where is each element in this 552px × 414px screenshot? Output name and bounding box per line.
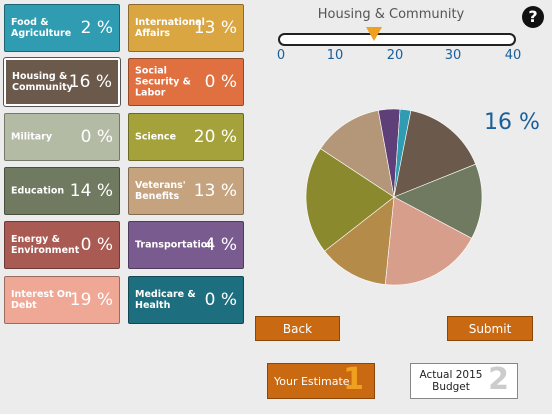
category-tile-social-security-labor[interactable]: Social Security & Labor 0 % (128, 58, 244, 106)
estimate-label: Your Estimate (274, 375, 350, 388)
slider-tick-label: 0 (276, 48, 286, 63)
pie-slice-education (393, 163, 483, 239)
category-label: Food & Agriculture (11, 17, 72, 39)
category-tile-food-agriculture[interactable]: Food & Agriculture 2 % (4, 4, 120, 52)
actual-budget-button[interactable]: Actual 2015 Budget 2 (410, 362, 518, 399)
category-label: Social Security & Labor (135, 65, 191, 99)
category-label: Veterans' Benefits (135, 180, 186, 202)
slider-tick-label: 30 (444, 48, 462, 63)
pie-slice-international-affairs (324, 196, 395, 285)
estimate-number: 1 (343, 362, 364, 397)
category-tile-medicare-health[interactable]: Medicare & Health 0 % (128, 276, 244, 324)
slider-title: Housing & Community (317, 7, 465, 22)
pie-slice-veterans-benefits (320, 110, 395, 198)
category-tile-military[interactable]: Military 0 % (4, 113, 120, 161)
category-percent: 20 % (193, 127, 237, 147)
category-percent: 13 % (193, 18, 237, 38)
actual-label: Actual 2015 Budget (419, 369, 483, 393)
actual-number: 2 (488, 362, 509, 397)
pie-slice-science (305, 148, 395, 252)
category-tile-veterans-benefits[interactable]: Veterans' Benefits 13 % (128, 167, 244, 215)
category-tile-education[interactable]: Education 14 % (4, 167, 120, 215)
category-percent: 14 % (69, 181, 113, 201)
your-estimate-button[interactable]: Your Estimate 1 (267, 362, 375, 399)
category-percent: 4 % (204, 235, 237, 255)
selected-percent: 16 % (484, 110, 540, 135)
submit-button[interactable]: Submit (447, 316, 533, 341)
category-label: Medicare & Health (135, 289, 196, 311)
category-percent: 0 % (204, 72, 237, 92)
category-percent: 13 % (193, 181, 237, 201)
category-percent: 0 % (80, 127, 113, 147)
category-tile-international-affairs[interactable]: International Affairs 13 % (128, 4, 244, 52)
help-icon[interactable]: ? (522, 6, 544, 28)
category-label: Education (11, 185, 65, 197)
category-tile-science[interactable]: Science 20 % (128, 113, 244, 161)
category-percent: 16 % (68, 72, 112, 92)
category-label: Transportation (135, 239, 215, 251)
slider-tick-label: 20 (386, 48, 404, 63)
category-label: Military (11, 131, 53, 143)
slider-tick-label: 10 (326, 48, 344, 63)
back-button[interactable]: Back (255, 316, 340, 341)
category-percent: 0 % (80, 235, 113, 255)
pie-slice-housing-community (393, 110, 477, 198)
category-percent: 19 % (69, 290, 113, 310)
category-label: Science (135, 131, 177, 143)
category-percent: 0 % (204, 290, 237, 310)
slider-tick-label: 40 (504, 48, 522, 63)
category-tile-energy-environment[interactable]: Energy & Environment 0 % (4, 221, 120, 269)
budget-pie-chart (305, 108, 483, 286)
category-label: International Affairs (135, 17, 205, 39)
category-label: Housing & Community (12, 71, 73, 93)
slider-track[interactable] (278, 33, 516, 46)
category-percent: 2 % (80, 18, 113, 38)
category-label: Interest On Debt (11, 289, 72, 311)
pie-slice-interest-on-debt (384, 196, 473, 286)
slider-thumb[interactable] (365, 27, 382, 41)
category-tile-housing-community[interactable]: Housing & Community 16 % (4, 58, 120, 106)
category-tile-transportation[interactable]: Transportation 4 % (128, 221, 244, 269)
category-label: Energy & Environment (11, 234, 80, 256)
category-tile-interest-on-debt[interactable]: Interest On Debt 19 % (4, 276, 120, 324)
